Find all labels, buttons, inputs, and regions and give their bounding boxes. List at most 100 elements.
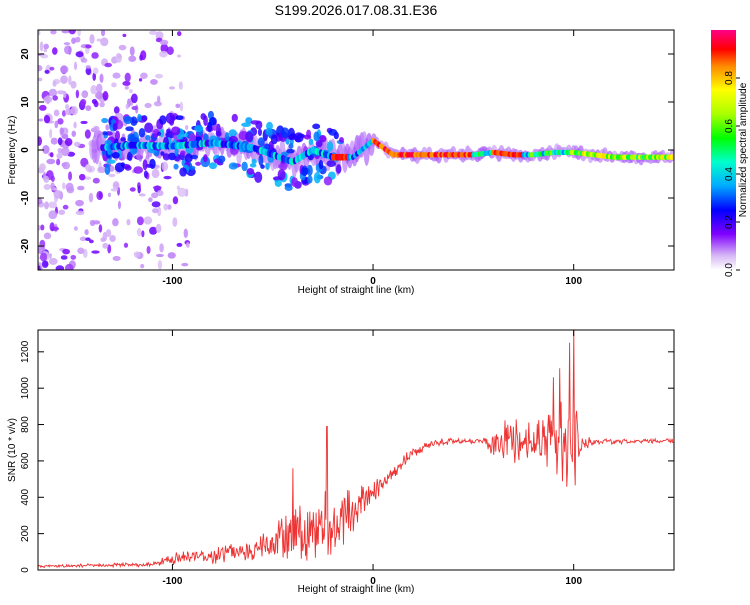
speckle-blob xyxy=(60,255,68,260)
ridge-blob xyxy=(228,129,237,137)
speckle-blob xyxy=(80,98,87,106)
speckle-blob xyxy=(59,127,64,135)
ridge-blob xyxy=(184,153,193,163)
speckle-blob xyxy=(179,101,184,112)
speckle-blob xyxy=(176,54,182,58)
speckle-blob xyxy=(176,31,182,37)
bottom-y-tick-label: 0 xyxy=(20,567,31,573)
speckle-blob xyxy=(93,100,99,108)
speckle-blob xyxy=(77,247,85,255)
speckle-blob xyxy=(97,166,106,174)
bottom-y-tick-label: 1200 xyxy=(20,340,31,363)
ridge-blob xyxy=(270,134,278,145)
colorbar-gradient xyxy=(711,30,736,270)
speckle-blob xyxy=(131,105,138,111)
speckle-blob xyxy=(77,185,85,191)
speckle-blob xyxy=(152,208,159,214)
speckle-blob xyxy=(178,81,183,90)
colorbar: 0.0 0.2 0.4 0.6 0.8 Normalized spectral ampl… xyxy=(711,30,749,277)
speckle-blob xyxy=(122,81,131,86)
speckle-blob xyxy=(150,79,158,85)
speckle-blob xyxy=(185,124,189,131)
ridge-blob xyxy=(287,127,295,140)
ridge-blob xyxy=(144,122,154,134)
speckle-blob xyxy=(52,47,58,55)
ridge-blob xyxy=(156,131,162,136)
top-x-tick-label: -100 xyxy=(162,276,182,287)
ridge-blob xyxy=(251,158,257,164)
speckle-blob xyxy=(62,161,71,170)
speckle-blob xyxy=(84,229,89,236)
ridge-blob xyxy=(195,161,202,166)
ridge-blob xyxy=(111,152,120,159)
speckle-blob xyxy=(92,67,99,75)
speckle-blob xyxy=(89,219,96,227)
ridge-blob xyxy=(326,160,337,167)
ridge-blob xyxy=(179,167,188,177)
speckle-blob xyxy=(53,109,60,117)
speckle-blob xyxy=(148,30,158,35)
ridge-blob xyxy=(162,153,171,161)
ridge-blob xyxy=(224,132,230,141)
speckle-blob xyxy=(110,188,119,192)
ridge-blob xyxy=(306,164,313,177)
speckle-blob xyxy=(40,224,45,231)
ridge-blob xyxy=(328,128,338,136)
speckle-blob xyxy=(71,37,77,44)
speckle-blob xyxy=(70,105,78,116)
speckle-blob xyxy=(100,37,109,47)
speckle-blob xyxy=(88,239,94,244)
speckle-blob xyxy=(38,136,42,146)
speckle-blob xyxy=(74,36,81,43)
speckle-blob xyxy=(92,177,100,184)
speckle-blob xyxy=(172,217,178,227)
speckle-blob xyxy=(167,252,176,259)
speckle-blob xyxy=(61,147,70,157)
ridge-blob xyxy=(228,162,238,170)
colorbar-tick-label: 0.2 xyxy=(724,215,735,229)
ridge-blob xyxy=(303,134,312,140)
speckle-blob xyxy=(151,201,161,208)
speckle-blob xyxy=(118,44,127,51)
speckle-blob xyxy=(38,118,44,122)
speckle-blob xyxy=(163,175,172,180)
speckle-blob xyxy=(181,262,189,267)
speckle-blob xyxy=(169,86,176,90)
ridge-blob xyxy=(293,132,304,143)
speckle-blob xyxy=(163,203,168,211)
speckle-blob xyxy=(144,102,152,108)
speckle-blob xyxy=(44,69,50,74)
ridge-blob xyxy=(127,151,133,161)
speckle-blob xyxy=(107,244,112,254)
ridge-blob xyxy=(265,162,270,170)
speckle-blob xyxy=(159,39,169,46)
speckle-blob xyxy=(91,250,100,254)
speckle-blob xyxy=(41,260,49,268)
ridge-blob xyxy=(169,118,175,126)
ridge-blob xyxy=(286,148,295,154)
speckle-blob xyxy=(102,91,109,101)
speckle-blob xyxy=(57,137,63,146)
speckle-blob xyxy=(85,66,92,76)
speckle-blob xyxy=(49,128,53,139)
speckle-blob xyxy=(123,242,129,248)
ridge-blob xyxy=(257,128,262,136)
ridge-blob xyxy=(127,133,136,140)
top-y-tick-label: 0 xyxy=(20,147,31,153)
ridge-blob xyxy=(246,167,255,175)
speckle-blob xyxy=(73,226,78,231)
ridge-blob xyxy=(133,166,144,174)
speckle-blob xyxy=(45,94,51,105)
speckle-blob xyxy=(56,158,61,166)
ridge-blob xyxy=(203,154,208,163)
speckle-blob xyxy=(75,89,80,99)
ridge-blob xyxy=(278,163,287,170)
ridge-blob xyxy=(110,118,116,125)
ridge-blob xyxy=(120,137,126,142)
speckle-blob xyxy=(143,216,153,225)
speckle-blob xyxy=(39,163,46,172)
ridge-blob xyxy=(152,133,159,138)
speckle-blob xyxy=(152,185,162,190)
ridge-blob xyxy=(301,165,308,177)
